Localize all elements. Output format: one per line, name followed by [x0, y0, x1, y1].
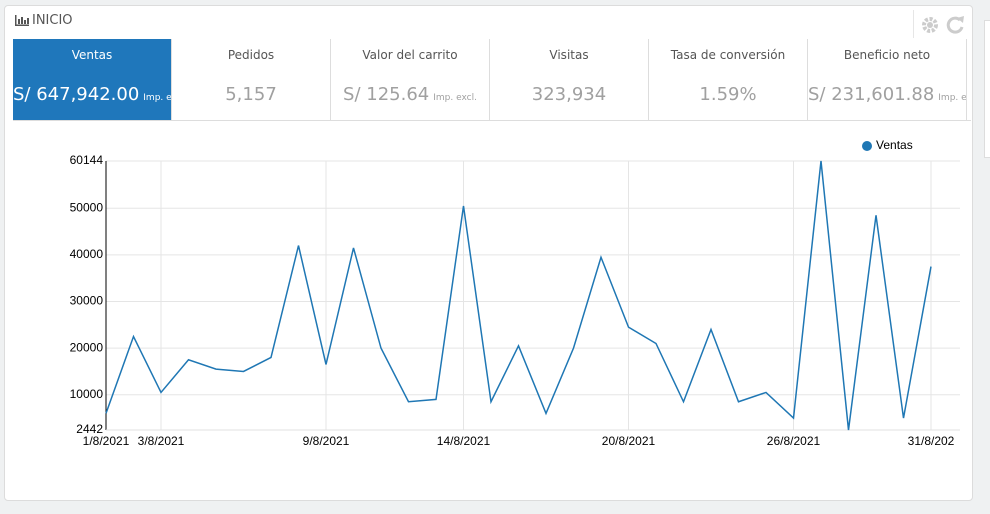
- kpi-value: 323,934: [531, 84, 607, 105]
- y-tick-label: 20000: [70, 340, 104, 354]
- kpi-tile[interactable]: Visitas 323,934: [490, 39, 649, 120]
- kpi-value: S/ 125.64: [343, 84, 430, 105]
- refresh-button[interactable]: [946, 16, 964, 34]
- kpi-value: S/ 231,601.88: [808, 84, 935, 105]
- kpi-label: Ventas: [71, 48, 113, 62]
- y-tick-label: 60144: [70, 153, 104, 167]
- x-tick-label: 31/8/202: [908, 434, 955, 448]
- kpi-value: 1.59%: [699, 84, 757, 105]
- kpi-value-row: 5,157: [172, 84, 330, 105]
- y-tick-label: 10000: [70, 387, 104, 401]
- kpi-value-row: 1.59%: [649, 84, 807, 105]
- x-tick-label: 9/8/2021: [303, 434, 350, 448]
- kpi-value: 5,157: [225, 84, 277, 105]
- y-tick-label: 40000: [70, 247, 104, 261]
- y-tick-label: 2442: [76, 422, 103, 436]
- legend-label: Ventas: [876, 138, 913, 152]
- panel-header: INICIO: [15, 13, 73, 28]
- y-tick-label: 30000: [70, 294, 104, 308]
- y-tick-label: 50000: [70, 200, 104, 214]
- side-panel: [984, 20, 990, 158]
- x-tick-label: 20/8/2021: [602, 434, 656, 448]
- panel-title: INICIO: [32, 13, 73, 28]
- kpi-tile[interactable]: Pedidos 5,157: [172, 39, 331, 120]
- kpi-tile[interactable]: Valor del carrito S/ 125.64 Imp. excl.: [331, 39, 490, 120]
- legend-marker: [862, 141, 872, 151]
- tool-icons: [922, 16, 964, 34]
- x-tick-label: 14/8/2021: [437, 434, 491, 448]
- x-tick-label: 3/8/2021: [138, 434, 185, 448]
- chart-icon: [15, 15, 29, 26]
- kpi-note: Imp. excl.: [433, 93, 477, 103]
- kpi-label: Pedidos: [227, 48, 275, 62]
- panel-tools: [913, 10, 970, 38]
- kpi-label: Tasa de conversión: [670, 48, 786, 62]
- x-tick-label: 1/8/2021: [83, 434, 130, 448]
- kpi-value: S/ 647,942.00: [13, 84, 140, 105]
- kpi-tile[interactable]: Tasa de conversión 1.59%: [649, 39, 808, 120]
- kpi-note: Imp. excl.: [938, 93, 967, 103]
- kpi-label: Beneficio neto: [843, 48, 931, 62]
- settings-button[interactable]: [922, 17, 938, 33]
- kpi-note: Imp. excl.: [143, 93, 172, 103]
- x-tick-label: 26/8/2021: [767, 434, 821, 448]
- kpi-label: Visitas: [549, 48, 589, 62]
- kpi-label: Valor del carrito: [362, 48, 458, 62]
- kpi-value-row: 323,934: [490, 84, 648, 105]
- line-series: [105, 160, 932, 431]
- kpi-value-row: S/ 125.64 Imp. excl.: [331, 84, 489, 105]
